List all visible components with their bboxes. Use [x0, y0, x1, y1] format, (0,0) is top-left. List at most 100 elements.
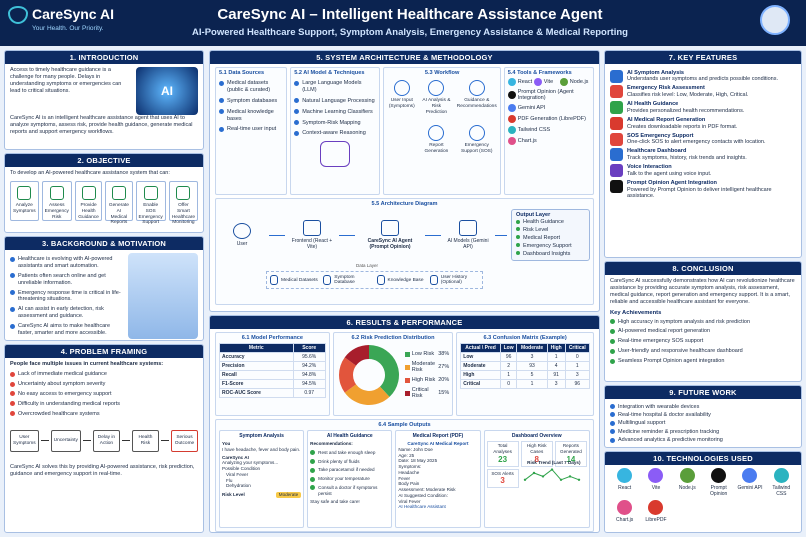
objective-icon [111, 186, 126, 201]
doctor-image [128, 253, 198, 339]
list-item: User-friendly and responsive healthcare … [610, 348, 796, 355]
donut-slice [344, 384, 390, 405]
tech-icon [648, 500, 664, 515]
report-line: Viral Fever [398, 498, 421, 504]
trend-line [524, 469, 579, 481]
card-title: Dashboard Overview [511, 433, 562, 439]
list-item: Natural Language Processing [294, 98, 376, 105]
feature-icon [610, 69, 623, 83]
list-item: Symptom-Risk Mapping [294, 120, 376, 127]
legend-label: High Risk [411, 377, 436, 383]
cell: 3 [546, 379, 566, 389]
bullet-icon [610, 420, 615, 426]
report-line: Body Pain [398, 481, 420, 487]
image-label: AI [161, 84, 173, 98]
item-text: Real-time emergency SOS support [618, 338, 704, 345]
row: Critical 0 1 3 96 [460, 379, 591, 389]
section-title: 1. INTRODUCTION [5, 51, 203, 64]
features: 7. KEY FEATURES AI Symptom Analysis Unders… [604, 50, 802, 258]
item-text: Machine Learning Classifiers [302, 108, 373, 115]
tech-icon [617, 468, 633, 483]
sub-title: 5.4 Tools & Frameworks [507, 70, 572, 76]
cell: 94.8% [292, 370, 326, 380]
section-title: 5. SYSTEM ARCHITECTURE & METHODOLOGY [210, 51, 599, 64]
trend-point [532, 471, 535, 475]
tool-item: Gemini API [507, 104, 590, 112]
list-item: Rest and take enough sleep [310, 450, 389, 456]
trend-point [577, 478, 580, 482]
model-performance: 6.1 Model Performance Metric Score Accuracy… [215, 332, 330, 416]
diagram-node: Frontend (React + Vite) [289, 220, 335, 250]
legend-label: Critical Risk [411, 387, 429, 399]
report-line: Assessment: Moderate Risk [398, 487, 456, 493]
technologies: 10. TECHNOLOGIES USED React Vite Node.js Pro… [604, 451, 802, 533]
flow-step: Serious Outcome [170, 429, 199, 452]
feature-text: Emergency Risk Assessment Classifies risk… [627, 85, 748, 98]
cell: F1-Score [219, 379, 294, 389]
chat-text: CareSync AI [222, 454, 249, 460]
report-line: Headache [398, 469, 420, 475]
workflow-label: Report Generation [424, 143, 449, 154]
diagram-label: Frontend (React + Vite) [291, 238, 333, 251]
output-item: Emergency Support [516, 243, 585, 250]
list-item: AI can assist in early detection, risk a… [10, 306, 124, 320]
list-item: High accuracy in symptom analysis and ri… [610, 319, 796, 326]
feature-icon [610, 101, 623, 115]
table: Actual \ Pred Low Moderate High Critical Low 9… [460, 343, 591, 389]
cell: 94.2% [292, 361, 326, 371]
section-title: 8. CONCLUSION [605, 262, 801, 275]
cell: 96 [499, 352, 518, 362]
header-cell: Moderate [516, 343, 548, 353]
guidance-card: AI Health Guidance Recommendations: Rest a… [307, 430, 393, 528]
report-line: Date: 18 May 2025 [398, 458, 438, 464]
feature-title: AI Medical Report Generation [627, 116, 706, 123]
results: 6. RESULTS & PERFORMANCE 6.1 Model Perfor… [209, 315, 600, 533]
card-title: AI Health Guidance [326, 433, 373, 439]
cell: 0 [499, 379, 518, 389]
results-top: 6.1 Model Performance Metric Score Accuracy… [215, 332, 594, 416]
dashboard-card: Dashboard Overview Total Analyses 23 High R… [483, 430, 590, 528]
tool-item: Prompt Opinion (Agent Integration) [507, 89, 590, 101]
feature-title: SOS Emergency Support [627, 132, 694, 139]
stat-label: SOS Alerts [491, 470, 514, 476]
flow-step: User Symptoms [10, 429, 39, 452]
logo-icon [8, 6, 28, 24]
workflow-grid: User Input (Symptoms) AI Analysis & Risk … [387, 80, 497, 155]
item-text: CareSync AI aims to make healthcare fast… [18, 323, 111, 336]
problem-conclusion: CareSync AI solves this by providing AI-… [10, 463, 195, 477]
item-text: Medicine reminder & prescription trackin… [618, 428, 720, 435]
condition: Viral Fever [226, 471, 249, 477]
bullet-icon [10, 391, 15, 397]
cell: 4 [546, 361, 566, 371]
paragraph: CareSync AI is an intelligent healthcare… [10, 115, 193, 136]
cell: Moderate [460, 361, 501, 371]
trend-point [568, 475, 571, 478]
tech-item: Node.js [673, 468, 702, 497]
bullet-icon [10, 273, 15, 279]
feature: SOS Emergency Support One-click SOS to al… [610, 132, 796, 146]
feature-desc: Provides personalized health recommendat… [627, 107, 745, 114]
objective-label: Analyze Symptoms [13, 203, 36, 214]
bullet-icon [294, 109, 300, 115]
stat-label: Reports Generated [560, 443, 582, 454]
list-item: Medicine reminder & prescription trackin… [610, 429, 796, 436]
trend-point [559, 478, 562, 482]
tagline: Your Health. Our Priority. [32, 25, 104, 32]
objective-item: Assess Emergency Risk [41, 181, 72, 222]
tool-icon [533, 78, 542, 86]
cell: ROC-AUC Score [219, 388, 294, 398]
item-text: Consult a doctor if symptoms persist [318, 484, 378, 496]
item-text: Integration with wearable devices [618, 403, 700, 410]
chat-text: You [222, 441, 231, 447]
tool-icon [507, 137, 516, 145]
sub-title: 5.1 Data Sources [219, 70, 265, 76]
robot-icon [760, 5, 790, 35]
list-item: Seamless Prompt Opinion agent integratio… [610, 358, 796, 365]
sample-outputs: 6.4 Sample Outputs Symptom Analysis You I h… [215, 419, 594, 532]
bullet-icon [610, 328, 615, 334]
title: CareSync AI – Intelligent Healthcare Ass… [217, 6, 603, 23]
header-cell: Critical [564, 343, 591, 353]
legend: Low Risk 38% Moderate Risk 27% High Risk 20% C… [404, 347, 449, 403]
feature-text: AI Symptom Analysis Understands user symp… [627, 70, 778, 83]
cell: 1 [499, 370, 518, 380]
